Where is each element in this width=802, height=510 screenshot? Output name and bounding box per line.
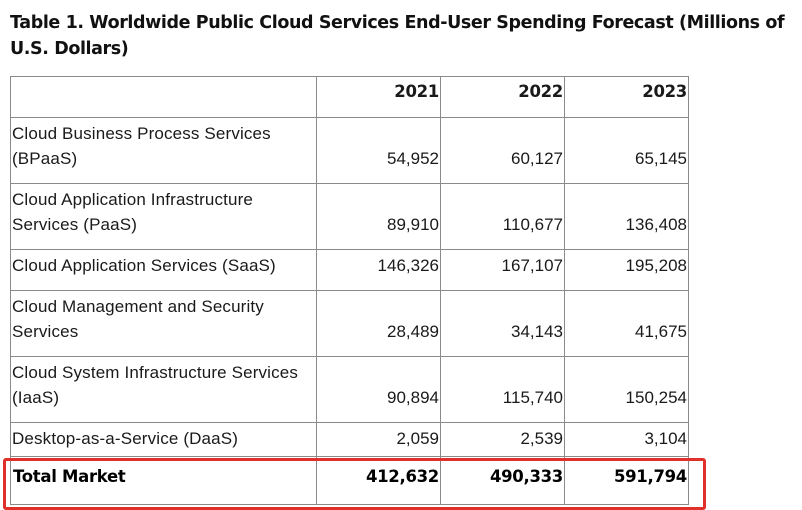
value-2021: 146,326 [316,249,441,291]
table-title: Table 1. Worldwide Public Cloud Services… [10,13,785,59]
value-2023: 195,208 [564,249,689,291]
value-2021: 89,910 [316,183,441,250]
total-market-row: Total Market 412,632 490,333 591,794 [10,456,689,505]
row-label: Desktop-as-a-Service (DaaS) [10,422,317,457]
value-2023: 150,254 [564,356,689,423]
row-label: Cloud Application Infrastructure Service… [10,183,317,250]
value-2023: 136,408 [564,183,689,250]
row-label: Cloud System Infrastructure Services (Ia… [10,356,317,423]
header-year-2021: 2021 [316,76,441,118]
spending-forecast-table: 2021 2022 2023 Cloud Business Process Se… [10,76,689,505]
total-2021: 412,632 [316,456,441,505]
total-2023: 591,794 [564,456,689,505]
value-2021: 2,059 [316,422,441,457]
total-label: Total Market [10,456,317,505]
table-row: Cloud Application Services (SaaS) 146,32… [10,249,689,291]
value-2022: 167,107 [440,249,565,291]
value-2023: 41,675 [564,290,689,357]
table-row: Cloud Application Infrastructure Service… [10,183,689,250]
value-2021: 28,489 [316,290,441,357]
row-label: Cloud Business Process Services (BPaaS) [10,117,317,184]
value-2022: 115,740 [440,356,565,423]
table-header-row: 2021 2022 2023 [10,76,689,118]
value-2021: 54,952 [316,117,441,184]
header-label-cell [10,76,317,118]
value-2022: 60,127 [440,117,565,184]
value-2021: 90,894 [316,356,441,423]
value-2023: 65,145 [564,117,689,184]
total-2022: 490,333 [440,456,565,505]
table-row: Cloud Business Process Services (BPaaS) … [10,117,689,184]
value-2023: 3,104 [564,422,689,457]
row-label: Cloud Management and Security Services [10,290,317,357]
value-2022: 2,539 [440,422,565,457]
value-2022: 34,143 [440,290,565,357]
value-2022: 110,677 [440,183,565,250]
table-row: Desktop-as-a-Service (DaaS) 2,059 2,539 … [10,422,689,457]
table-row: Cloud System Infrastructure Services (Ia… [10,356,689,423]
table-row: Cloud Management and Security Services 2… [10,290,689,357]
header-year-2022: 2022 [440,76,565,118]
header-year-2023: 2023 [564,76,689,118]
row-label: Cloud Application Services (SaaS) [10,249,317,291]
